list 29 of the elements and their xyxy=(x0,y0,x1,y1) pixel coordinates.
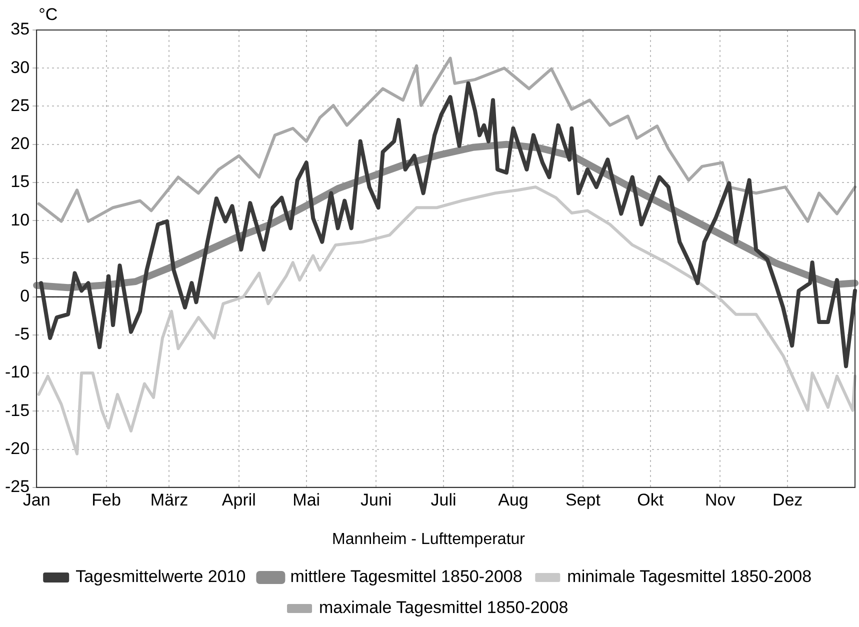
y-tick-label: -20 xyxy=(4,438,30,458)
legend-label: Tagesmittelwerte 2010 xyxy=(76,567,246,586)
y-tick-label: -5 xyxy=(14,324,30,344)
x-tick-label: Juli xyxy=(430,490,456,510)
y-axis-title: °C xyxy=(38,5,58,24)
y-tick-label: 20 xyxy=(10,134,30,154)
x-tick-label: Juni xyxy=(360,490,392,510)
x-tick-label: Okt xyxy=(637,490,664,510)
y-tick-label: -15 xyxy=(4,400,30,420)
legend-label: minimale Tagesmittel 1850-2008 xyxy=(567,567,812,586)
legend-label: mittlere Tagesmittel 1850-2008 xyxy=(290,567,522,586)
x-tick-label: Aug xyxy=(498,490,528,510)
y-tick-label: 30 xyxy=(10,58,30,77)
y-tick-label: 10 xyxy=(10,210,30,230)
y-tick-label: 25 xyxy=(10,96,30,115)
x-tick-label: Dez xyxy=(772,490,803,510)
y-tick-label: 5 xyxy=(20,248,30,268)
y-tick-label: 0 xyxy=(20,286,30,306)
x-tick-label: Nov xyxy=(704,490,736,510)
y-tick-label: 35 xyxy=(10,20,30,39)
x-tick-label: März xyxy=(150,490,188,510)
legend-label: maximale Tagesmittel 1850-2008 xyxy=(319,598,568,618)
y-tick-label: -10 xyxy=(4,362,30,382)
x-tick-label: Feb xyxy=(92,490,121,510)
x-tick-label: Mai xyxy=(292,490,320,510)
legend-title: Mannheim - Lufttemperatur xyxy=(332,531,526,548)
x-tick-label: April xyxy=(222,490,256,510)
y-tick-label: 15 xyxy=(10,172,30,192)
x-tick-label: Sept xyxy=(565,490,601,510)
